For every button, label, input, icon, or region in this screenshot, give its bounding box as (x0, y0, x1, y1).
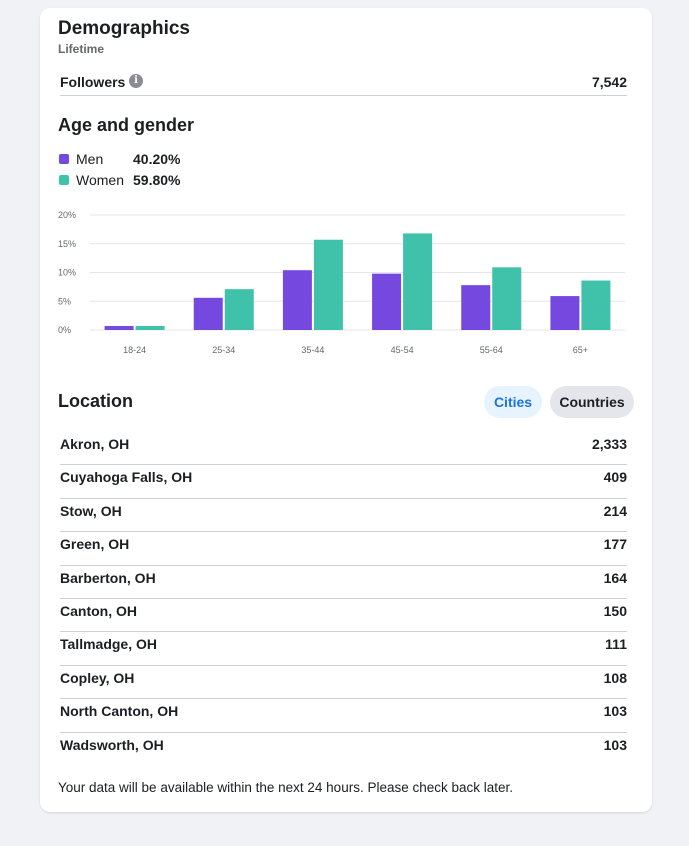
location-name: Green, OH (60, 536, 130, 553)
info-icon[interactable]: i (129, 74, 143, 88)
y-tick-label: 20% (58, 210, 76, 220)
location-count: 108 (603, 669, 627, 686)
demographics-card: Demographics Lifetime Followers i 7,542 … (40, 8, 652, 812)
location-name: Copley, OH (60, 669, 135, 686)
location-title: Location (58, 391, 133, 411)
age-gender-title: Age and gender (58, 115, 195, 135)
location-count: 214 (603, 502, 627, 519)
legend-label-women: Women (76, 172, 124, 188)
x-tick-label: 35-44 (301, 345, 324, 355)
cities-tab-button[interactable]: Cities (484, 386, 542, 418)
y-tick-label: 10% (58, 268, 76, 278)
bar-men-45-54 (372, 273, 402, 330)
legend-pct-women: 59.80% (133, 172, 181, 188)
location-name: Cuyahoga Falls, OH (60, 469, 193, 486)
y-tick-label: 0% (58, 325, 71, 335)
location-row: Barberton, OH 164 (60, 566, 627, 599)
location-count: 164 (603, 569, 627, 586)
location-name: Tallmadge, OH (60, 636, 157, 653)
demographics-subtitle: Lifetime (58, 42, 105, 56)
location-name: Stow, OH (60, 502, 122, 519)
location-count: 409 (603, 469, 627, 486)
location-name: North Canton, OH (60, 703, 179, 720)
y-tick-label: 15% (58, 239, 76, 249)
demographics-title: Demographics (58, 18, 190, 39)
bar-women-25-34 (224, 289, 254, 330)
bar-men-35-44 (282, 270, 312, 330)
location-row: Copley, OH 108 (60, 666, 627, 700)
legend-swatch-men (59, 154, 69, 164)
bar-women-18-24 (135, 325, 165, 330)
legend-label-men: Men (76, 151, 104, 167)
location-row: Tallmadge, OH 111 (60, 632, 627, 666)
location-name: Wadsworth, OH (60, 736, 164, 753)
location-row: Canton, OH 150 (60, 599, 627, 633)
location-name: Canton, OH (60, 602, 137, 619)
bar-men-18-24 (104, 325, 134, 330)
followers-label: Followers (60, 74, 126, 90)
x-tick-label: 55-64 (480, 345, 503, 355)
location-list: Akron, OH 2,333 Cuyahoga Falls, OH 409 Sto… (60, 432, 627, 766)
followers-count: 7,542 (591, 74, 627, 90)
location-count: 111 (605, 636, 627, 653)
footer-note: Your data will be available within the n… (58, 780, 514, 795)
bar-women-55-64 (492, 267, 522, 330)
y-tick-label: 5% (58, 296, 71, 306)
x-tick-label: 45-54 (391, 345, 414, 355)
location-row: Cuyahoga Falls, OH 409 (60, 465, 627, 499)
x-tick-label: 65+ (573, 345, 588, 355)
location-row: Wadsworth, OH 103 (60, 733, 627, 766)
location-row: North Canton, OH 103 (60, 699, 627, 733)
bar-men-65+ (550, 296, 580, 330)
age-gender-bar-chart: 0% 5% 10% 15% 20% 18-24 25-34 35-44 45-54 55-64 65… (58, 210, 625, 355)
location-count: 103 (603, 703, 627, 720)
legend-swatch-women (59, 175, 69, 185)
location-row: Green, OH 177 (60, 532, 627, 566)
location-count: 150 (603, 602, 627, 619)
x-tick-label: 25-34 (212, 345, 235, 355)
countries-tab-button[interactable]: Countries (550, 386, 634, 418)
x-tick-label: 18-24 (123, 345, 146, 355)
followers-row: Followers i 7,542 (60, 72, 627, 96)
bar-women-65+ (581, 280, 611, 330)
legend-pct-men: 40.20% (133, 151, 181, 167)
location-name: Akron, OH (60, 436, 130, 452)
location-row: Akron, OH 2,333 (60, 432, 627, 466)
location-count: 2,333 (591, 436, 627, 452)
location-name: Barberton, OH (60, 569, 156, 586)
location-count: 103 (603, 736, 627, 753)
bar-women-35-44 (313, 239, 343, 330)
bar-men-25-34 (193, 297, 223, 330)
bar-men-55-64 (461, 285, 491, 330)
bar-women-45-54 (403, 233, 433, 330)
location-count: 177 (603, 536, 627, 553)
location-row: Stow, OH 214 (60, 499, 627, 533)
